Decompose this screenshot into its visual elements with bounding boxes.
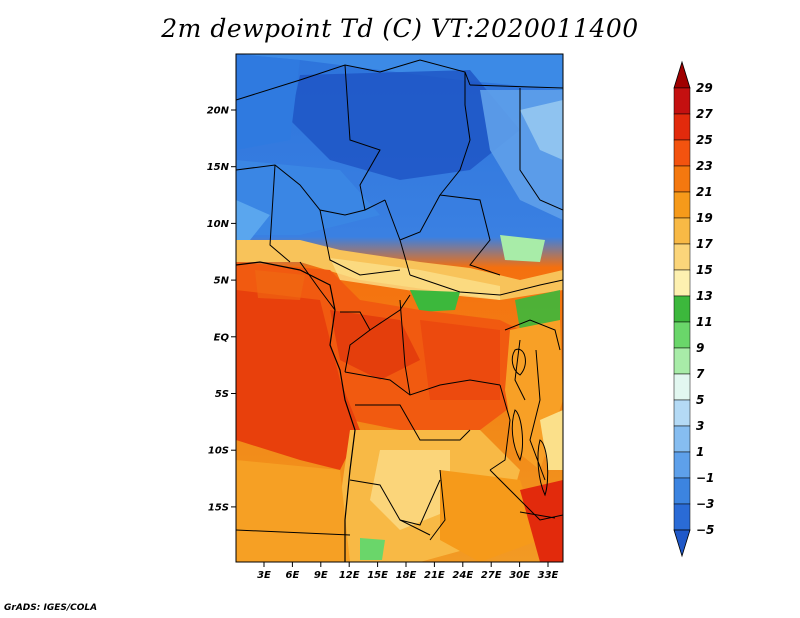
colorbar-label: 19 <box>696 211 713 225</box>
lon-tick-label: 12E <box>339 570 360 581</box>
lon-tick-label: 9E <box>314 570 328 581</box>
colorbar-label: 17 <box>696 237 713 251</box>
longitude-axis: 3E 6E 9E 12E 15E 18E 21E 24E 27E 30E 33E <box>257 562 559 581</box>
grads-credit: GrADS: IGES/COLA <box>4 603 98 613</box>
colorbar-label: 3 <box>696 419 704 433</box>
colorbar-label: 25 <box>696 133 713 147</box>
colorbar-segment <box>673 451 691 479</box>
colorbar-label: 1 <box>696 445 704 459</box>
colorbar-segment <box>673 217 691 245</box>
colorbar-segment <box>673 425 691 453</box>
colorbar-label: −1 <box>696 471 714 485</box>
lat-tick-label: 15S <box>208 502 229 513</box>
colorbar-segment <box>673 399 691 427</box>
lon-tick-label: 18E <box>396 570 417 581</box>
lat-tick-label: 10N <box>207 219 230 230</box>
colorbar-segment <box>673 347 691 375</box>
country-borders <box>236 59 563 541</box>
colorbar-segment <box>673 87 691 115</box>
colorbar-label: 21 <box>696 185 713 199</box>
lon-tick-label: 30E <box>509 570 530 581</box>
colorbar-label: 15 <box>696 263 713 277</box>
colorbar-segment <box>673 321 691 349</box>
lon-tick-label: 21E <box>424 570 445 581</box>
lat-tick-label: 5N <box>214 276 230 287</box>
lat-tick-label: EQ <box>214 332 230 343</box>
colorbar-segment <box>673 191 691 219</box>
colorbar-label: −3 <box>696 497 714 511</box>
map-title: 2m dewpoint Td (C) VT:2020011400 <box>161 14 639 43</box>
lat-tick-label: 10S <box>208 446 229 457</box>
lon-tick-label: 33E <box>538 570 559 581</box>
colorbar-label: 27 <box>696 107 713 121</box>
colorbar-label: 29 <box>696 81 713 95</box>
colorbar-segment <box>673 139 691 167</box>
colorbar-bottom-arrow <box>673 529 691 558</box>
lon-tick-label: 24E <box>452 570 473 581</box>
lon-tick-label: 6E <box>286 570 300 581</box>
colorbar-label: 9 <box>696 341 704 355</box>
colorbar-segment <box>673 269 691 297</box>
colorbar-segment <box>673 477 691 505</box>
colorbar-label: 11 <box>696 315 713 329</box>
lon-tick-label: 3E <box>257 570 271 581</box>
latitude-axis: 20N 15N 10N 5N EQ 5S 10S 15S <box>207 106 236 513</box>
lon-tick-label: 15E <box>367 570 388 581</box>
colorbar-segment <box>673 243 691 271</box>
lat-tick-label: 20N <box>207 106 230 117</box>
colorbar-label: −5 <box>696 523 714 537</box>
map-field <box>236 54 563 562</box>
coastline <box>236 261 356 562</box>
colorbar-segment <box>673 165 691 193</box>
colorbar-label: 13 <box>696 289 713 303</box>
colorbar-segment <box>673 113 691 141</box>
lat-tick-label: 5S <box>215 389 229 400</box>
colorbar-label: 23 <box>696 159 713 173</box>
colorbar-segment <box>673 503 691 531</box>
colorbar-segment <box>673 295 691 323</box>
map-frame <box>235 53 564 563</box>
lat-tick-label: 15N <box>207 162 230 173</box>
colorbar: 29 27 25 23 21 19 17 15 13 11 9 7 5 3 1 −1 −3 −5 <box>673 60 714 558</box>
colorbar-label: 5 <box>696 393 704 407</box>
colorbar-segment <box>673 373 691 401</box>
colorbar-top-arrow <box>673 60 691 89</box>
colorbar-label: 7 <box>696 367 705 381</box>
lon-tick-label: 27E <box>481 570 502 581</box>
